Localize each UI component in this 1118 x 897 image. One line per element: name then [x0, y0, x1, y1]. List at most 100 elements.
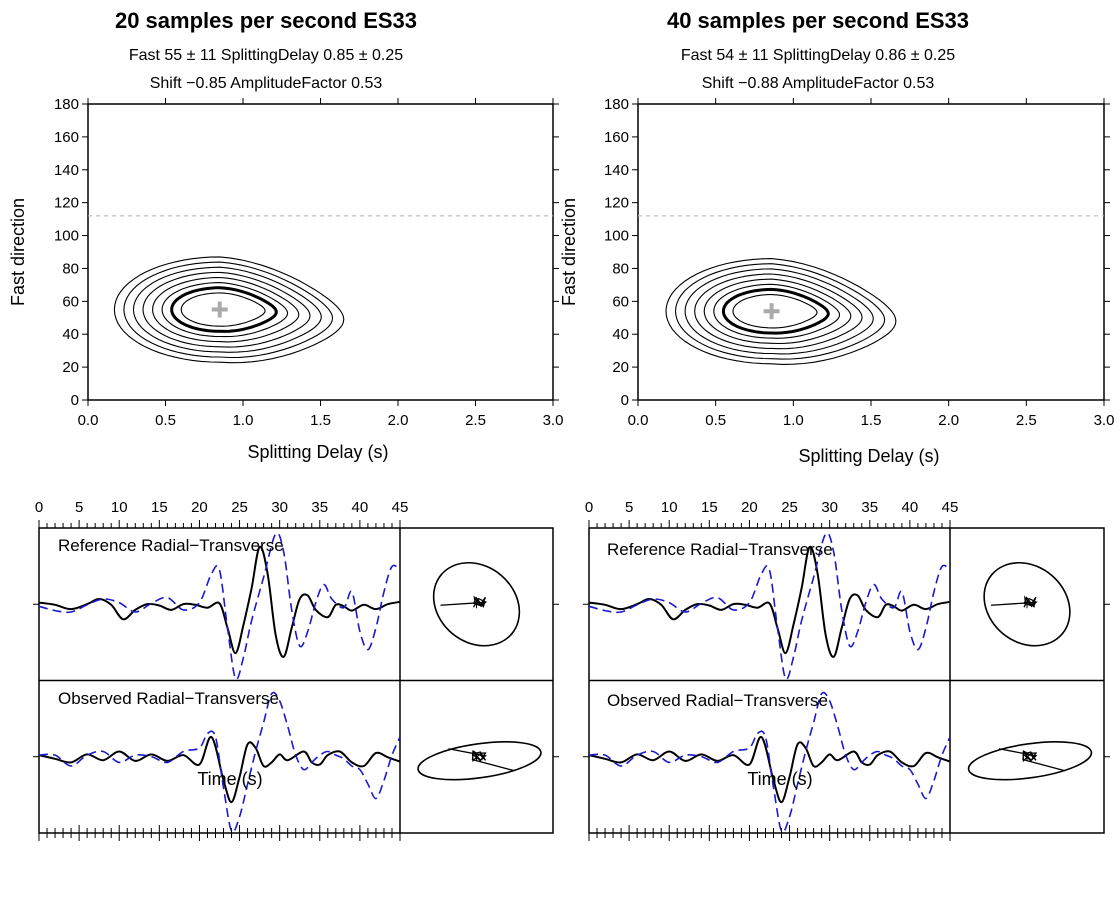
x-tick-label: 1.0 [783, 412, 804, 429]
contour-plot-20sps: 0.0 0.5 1.0 1.5 2.0 2.5 3.0 0 20 40 60 80 100 120 140 1… [54, 96, 563, 429]
time-tick-label: 10 [661, 499, 678, 516]
contour-line [703, 278, 852, 345]
time-tick-label: 20 [191, 499, 208, 516]
x-tick-label: 0.5 [155, 412, 176, 429]
y-tick-label: 20 [62, 359, 79, 376]
y-tick-label: 120 [54, 195, 79, 212]
contour-line [694, 273, 863, 350]
time-tick-label: 25 [781, 499, 798, 516]
y-tick-label: 120 [604, 195, 629, 212]
right-panel-fast-delay: Fast 54 ± 11 SplittingDelay 0.86 ± 0.25 [681, 47, 955, 64]
x-tick-label: 2.0 [938, 412, 959, 429]
radial-trace [38, 736, 401, 804]
x-tick-label: 0.5 [705, 412, 726, 429]
transverse-trace [38, 691, 401, 833]
contour-line [180, 292, 266, 327]
contour-line [161, 282, 289, 338]
time-tick-label: 15 [151, 499, 168, 516]
x-tick-label: 1.5 [310, 412, 331, 429]
time-tick-label: 45 [392, 499, 409, 516]
time-tick-label: 10 [111, 499, 128, 516]
right-contour-xlabel: Splitting Delay (s) [798, 446, 939, 466]
y-tick-label: 180 [54, 96, 79, 113]
y-tick-label: 160 [604, 129, 629, 146]
contour-line [132, 266, 322, 353]
x-tick-label: 2.0 [388, 412, 409, 429]
time-tick-label: 15 [701, 499, 718, 516]
left-contour-xlabel: Splitting Delay (s) [247, 442, 388, 462]
x-tick-label: 0.0 [78, 412, 99, 429]
y-tick-label: 140 [604, 162, 629, 179]
contour-frame [87, 103, 554, 401]
waveform-block-20sps: 0 5 10 15 20 25 30 35 40 45 [33, 499, 559, 841]
time-tick-label: 30 [821, 499, 838, 516]
left-reference-label: Reference Radial−Transverse [58, 536, 284, 555]
y-tick-label: 180 [604, 96, 629, 113]
confidence-contour [170, 286, 278, 333]
right-contour-ylabel: Fast direction [559, 198, 579, 306]
y-tick-label: 100 [54, 228, 79, 245]
observed-particle-tangle [448, 748, 515, 772]
y-tick-label: 140 [54, 162, 79, 179]
left-observed-label: Observed Radial−Transverse [58, 689, 279, 708]
contour-line [732, 294, 818, 329]
y-tick-label: 80 [62, 260, 79, 277]
contour-line [713, 283, 841, 339]
contour-frame [637, 103, 1105, 401]
left-panel-shift-amplitude: Shift −0.85 AmplitudeFactor 0.53 [150, 75, 383, 92]
contour-line [684, 268, 874, 355]
x-tick-label: 1.5 [861, 412, 882, 429]
time-tick-label: 40 [902, 499, 919, 516]
time-tick-label: 45 [942, 499, 959, 516]
contour-line [152, 276, 300, 343]
contour-line [123, 261, 334, 359]
left-contour-ylabel: Fast direction [8, 198, 28, 306]
x-tick-label: 2.5 [465, 412, 486, 429]
contour-line [142, 271, 311, 348]
radial-trace [588, 545, 951, 658]
radial-trace [588, 736, 951, 804]
x-tick-label: 2.5 [1016, 412, 1037, 429]
time-tick-label: 40 [352, 499, 369, 516]
y-tick-label: 20 [612, 359, 629, 376]
contour-line [665, 258, 897, 365]
time-tick-label: 35 [311, 499, 328, 516]
contour-line [674, 263, 886, 360]
right-observed-label: Observed Radial−Transverse [607, 691, 828, 710]
reference-particle-motion [983, 561, 1071, 647]
reference-particle-tangle [440, 595, 488, 608]
reference-particle-tangle [990, 595, 1038, 608]
y-tick-label: 40 [62, 326, 79, 343]
left-panel-fast-delay: Fast 55 ± 11 SplittingDelay 0.85 ± 0.25 [129, 47, 403, 64]
left-panel-title: 20 samples per second ES33 [115, 8, 417, 33]
y-tick-label: 0 [71, 392, 79, 409]
time-tick-label: 25 [231, 499, 248, 516]
time-tick-label: 0 [585, 499, 593, 516]
y-tick-label: 40 [612, 326, 629, 343]
reference-particle-motion [432, 561, 521, 647]
y-tick-label: 160 [54, 129, 79, 146]
x-tick-label: 0.0 [628, 412, 649, 429]
y-tick-label: 100 [604, 228, 629, 245]
time-tick-label: 20 [741, 499, 758, 516]
radial-trace [38, 545, 401, 658]
x-tick-label: 1.0 [233, 412, 254, 429]
x-tick-label: 3.0 [543, 412, 564, 429]
time-tick-label: 5 [625, 499, 633, 516]
time-tick-label: 0 [35, 499, 43, 516]
contour-plot-40sps: 0.0 0.5 1.0 1.5 2.0 2.5 3.0 0 20 40 60 80 100 120 140 1… [604, 96, 1114, 429]
right-reference-label: Reference Radial−Transverse [607, 540, 833, 559]
confidence-contour [721, 287, 830, 335]
transverse-trace [588, 691, 951, 833]
y-tick-label: 60 [612, 293, 629, 310]
contour-line [113, 256, 345, 364]
y-tick-label: 60 [62, 293, 79, 310]
y-tick-label: 80 [612, 260, 629, 277]
right-panel-title: 40 samples per second ES33 [667, 8, 969, 33]
left-time-label: Time (s) [197, 769, 262, 789]
waveform-block-40sps: 0 5 10 15 20 25 30 35 40 45 [583, 499, 1110, 841]
right-time-label: Time (s) [747, 769, 812, 789]
observed-particle-motion [967, 741, 1093, 781]
time-tick-label: 30 [271, 499, 288, 516]
